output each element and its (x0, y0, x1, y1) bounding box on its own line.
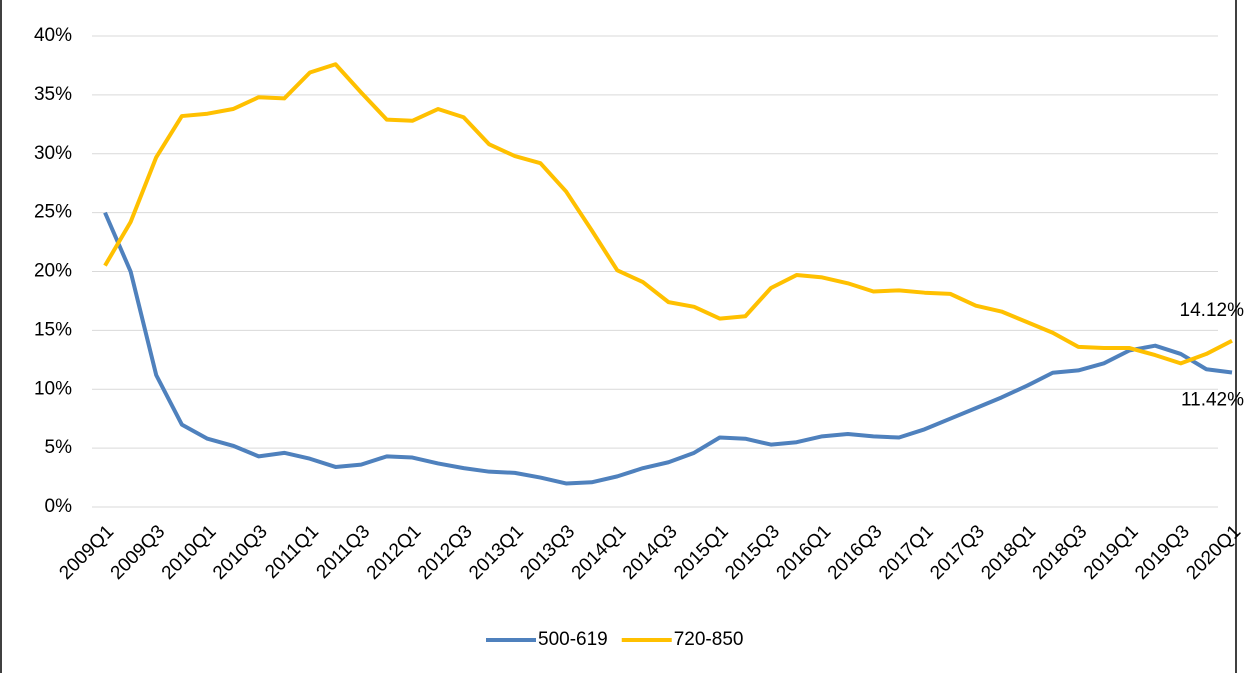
y-tick-label: 0% (45, 496, 73, 517)
x-tick-label: 2018Q1 (978, 521, 1041, 584)
x-tick-label: 2009Q3 (107, 521, 170, 584)
x-tick-label: 2019Q1 (1080, 521, 1143, 584)
data-label: 11.42% (1181, 390, 1244, 411)
y-tick-label: 35% (34, 84, 72, 105)
series-line (103, 211, 1233, 486)
x-tick-label: 2016Q1 (773, 521, 836, 584)
y-tick-label: 20% (34, 261, 72, 282)
data-label: 14.12% (1180, 300, 1245, 321)
y-tick-label: 15% (34, 319, 72, 340)
x-tick-label: 2017Q3 (926, 521, 989, 584)
x-tick-label: 2017Q1 (875, 521, 938, 584)
x-tick-label: 2011Q3 (313, 521, 375, 583)
x-tick-label: 2010Q3 (209, 521, 272, 584)
x-tick-label: 2014Q3 (619, 521, 682, 584)
x-tick-label: 2012Q1 (363, 521, 426, 584)
x-tick-label: 2013Q1 (465, 521, 528, 584)
y-tick-label: 30% (34, 143, 72, 164)
x-tick-label: 2018Q3 (1029, 521, 1092, 584)
x-tick-label: 2009Q1 (55, 521, 118, 584)
x-tick-label: 2019Q3 (1131, 521, 1194, 584)
series-line (103, 62, 1233, 366)
legend-label: 720-850 (674, 629, 744, 650)
x-tick-label: 2015Q3 (721, 521, 784, 584)
y-tick-label: 40% (34, 25, 72, 46)
x-tick-label: 2014Q1 (568, 521, 631, 584)
x-tick-label: 2013Q3 (516, 521, 579, 584)
y-tick-label: 5% (45, 437, 73, 458)
legend-label: 500-619 (538, 629, 608, 650)
x-tick-label: 2016Q3 (824, 521, 887, 584)
x-tick-label: 2011Q1 (261, 521, 323, 583)
x-tick-label: 2012Q3 (414, 521, 477, 584)
y-tick-label: 25% (34, 202, 72, 223)
x-tick-label: 2010Q1 (158, 521, 221, 584)
y-tick-label: 10% (34, 378, 72, 399)
x-tick-label: 2015Q1 (670, 521, 733, 584)
